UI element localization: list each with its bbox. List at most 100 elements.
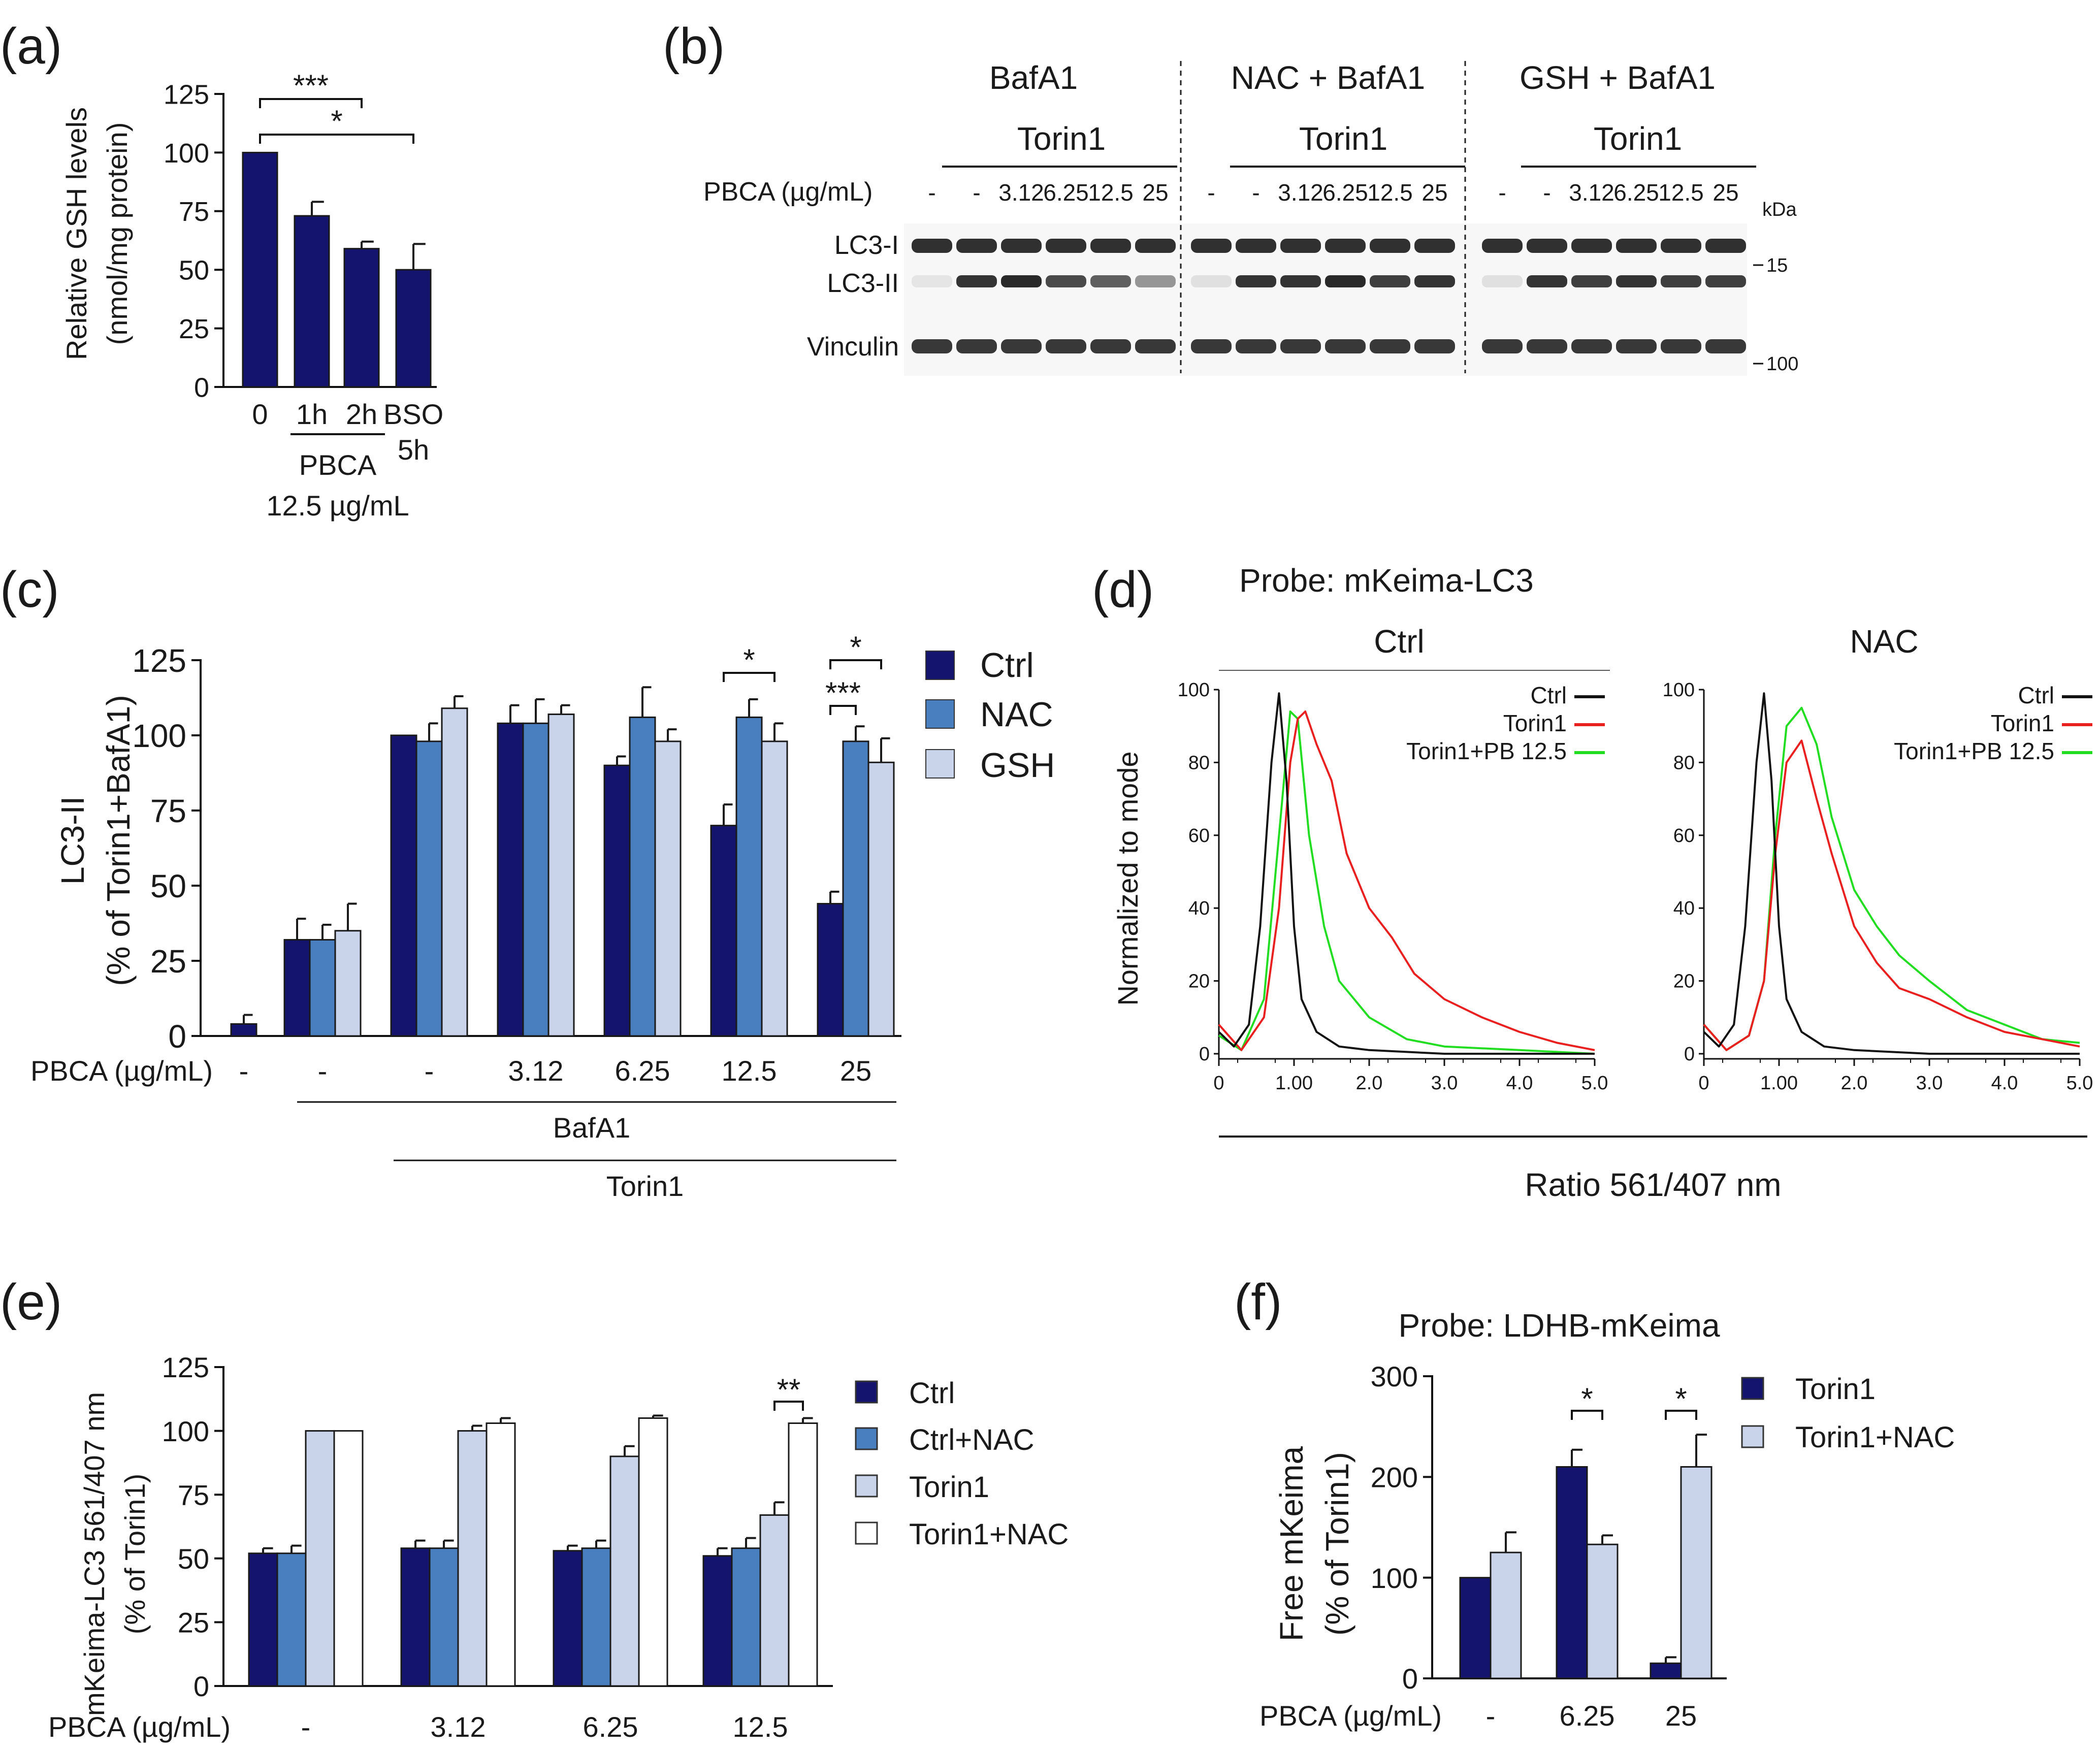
panel-f-bar-0-1 [1490, 1551, 1522, 1679]
blot-group-1: NAC + BafA1 [1231, 59, 1425, 96]
panel-e-legend-torin1nac: Torin1+NAC [909, 1518, 1069, 1551]
blot-lane-0-2: 3.12 [998, 179, 1044, 206]
blot-pbca-label: PBCA (µg/mL) [703, 177, 873, 207]
panel-c-bar-1-2 [334, 930, 362, 1037]
blot-band-vinculin-0-3 [1046, 339, 1086, 353]
panel-e-legend-swatch-torin1 [855, 1474, 878, 1498]
panel-c-label: (c) [0, 561, 59, 618]
panel-e-legend-ctrlnac: Ctrl+NAC [909, 1423, 1035, 1456]
d-1-series-1 [1703, 739, 2080, 1051]
panel-e: (e) mKeima-LC3 561/407 nm (% of Torin1) … [0, 1274, 1069, 1743]
blot-band-vinculin-2-5 [1705, 339, 1746, 353]
panel-c-bar-4-2 [654, 740, 682, 1037]
panel-f-ytick-0: 0 [1402, 1663, 1418, 1695]
blot-lane-2-1: - [1543, 179, 1550, 206]
panel-e-xtick-0: - [301, 1711, 311, 1743]
blot-band-lc3ii-0-4 [1090, 275, 1131, 287]
blot-band-lc3i-1-0 [1191, 239, 1232, 253]
d-ctrl-xtick-0: 0 [1213, 1073, 1224, 1094]
panel-e-ytick-2: 50 [178, 1543, 209, 1575]
panel-e-bar-0-0 [248, 1552, 278, 1687]
panel-f-xtick-1: 6.25 [1560, 1700, 1615, 1732]
panel-a-bar-0 [242, 151, 278, 388]
blot-band-lc3i-0-1 [956, 239, 997, 253]
panel-a-significance [259, 98, 414, 144]
panel-a-ytick-3: 75 [179, 197, 209, 227]
panel-c-significance [723, 659, 882, 715]
d-nac-ytick-3: 60 [1673, 825, 1695, 847]
blot-band-lc3i-0-2 [1001, 239, 1042, 253]
panel-e-bar-1-0 [400, 1547, 431, 1687]
panel-c-bafa1-label: BafA1 [553, 1112, 631, 1144]
blot-lane-2-0: - [1498, 179, 1506, 206]
blot-band-lc3i-1-4 [1370, 239, 1410, 253]
blot-lane-2-4: 12.5 [1658, 179, 1704, 206]
panel-f-sig-bracket-1 [1665, 1410, 1697, 1420]
panel-a-bar-2 [343, 248, 380, 388]
panel-c-bar-4-0 [603, 764, 631, 1037]
blot-lane-1-1: - [1252, 179, 1259, 206]
blot-band-vinculin-1-0 [1191, 339, 1232, 353]
panel-e-bar-2-2 [609, 1455, 640, 1687]
panel-c-xtick-4: 6.25 [615, 1055, 670, 1087]
panel-f-bar-2-0 [1650, 1662, 1682, 1679]
blot-lane-2-3: 6.25 [1613, 179, 1659, 206]
blot-band-vinculin-0-5 [1135, 339, 1176, 353]
d-nac-xtick-0: 0 [1698, 1073, 1709, 1094]
panel-a-sig-label-0: *** [293, 69, 329, 103]
d-ctrl-xtick-4: 4.0 [1506, 1073, 1533, 1094]
panel-d-subtitle-ctrl: Ctrl [1374, 623, 1425, 660]
blot-lane-1-4: 12.5 [1367, 179, 1413, 206]
panel-f-sig-label-1: * [1675, 1382, 1687, 1416]
blot-torin1-2: Torin1 [1594, 120, 1682, 157]
panel-f-legend-torin1nac: Torin1+NAC [1795, 1421, 1955, 1454]
panel-e-sig-bracket-0 [773, 1401, 804, 1411]
panel-f-sig-bracket-0 [1571, 1410, 1603, 1420]
panel-c-legend-gsh: GSH [980, 746, 1055, 785]
panel-c-bar-2-0 [390, 734, 417, 1037]
panel-f: (f) Probe: LDHB-mKeima Free mKeima (% of… [1234, 1274, 1955, 1732]
blot-band-lc3ii-2-2 [1571, 275, 1612, 287]
panel-f-bar-2-1 [1680, 1466, 1713, 1679]
panel-c-sig-bracket-2 [829, 705, 857, 715]
panel-c-bar-5-1 [735, 716, 763, 1037]
panel-c-ytick-5: 125 [132, 642, 186, 679]
blot-band-lc3i-0-3 [1046, 239, 1086, 253]
blot-band-lc3i-1-5 [1414, 239, 1455, 253]
panel-e-bar-0-1 [276, 1552, 307, 1687]
blot-band-lc3ii-0-0 [912, 275, 952, 287]
panel-a-ylabel-2: (nmol/mg protein) [101, 122, 133, 345]
panel-c-xtick-2: - [425, 1055, 434, 1087]
d-ctrl-ytick-3: 60 [1188, 825, 1210, 847]
panel-c-sig-label-2: *** [825, 676, 861, 710]
panel-a-label: (a) [0, 18, 62, 75]
blot-band-lc3ii-0-3 [1046, 275, 1086, 287]
panel-c: (c) LC3-II (% of Torin1+BafA1) 0 25 50 75 10… [0, 561, 1055, 1202]
blot-lane-0-0: - [928, 179, 935, 206]
blot-band-lc3i-2-1 [1527, 239, 1567, 253]
panel-c-xtick-3: 3.12 [508, 1055, 564, 1087]
blot-band-lc3ii-0-5 [1135, 275, 1176, 287]
blot-band-label-lc3ii: LC3-II [827, 269, 899, 298]
d-nac-ytick-1: 20 [1673, 971, 1695, 992]
panel-a-sig-bracket-0 [259, 98, 363, 108]
panel-c-bar-6-0 [817, 903, 844, 1037]
panel-c-legend-ctrl: Ctrl [980, 646, 1034, 685]
d-nac-ytick-2: 40 [1673, 898, 1695, 919]
blot-kda-15: 15 [1766, 255, 1788, 276]
panel-c-bar-2-2 [441, 707, 468, 1037]
panel-a-ytick-5: 125 [164, 79, 209, 110]
panel-e-ylabel-1: mKeima-LC3 561/407 nm [78, 1392, 110, 1716]
panel-a-xtick-0: 0 [252, 398, 268, 430]
panel-a-xtick-3: BSO [383, 398, 443, 430]
panel-c-xtick-5: 12.5 [722, 1055, 777, 1087]
blot-kda-title: kDa [1762, 199, 1797, 220]
panel-e-bar-3-1 [731, 1547, 761, 1687]
blot-band-vinculin-1-5 [1414, 339, 1455, 353]
panel-c-bar-4-1 [629, 716, 656, 1037]
blot-band-vinculin-1-1 [1236, 339, 1276, 353]
panel-f-bars [1459, 1434, 1713, 1679]
d-ctrl-ytick-5: 100 [1178, 679, 1210, 701]
panel-e-bars [248, 1414, 818, 1687]
